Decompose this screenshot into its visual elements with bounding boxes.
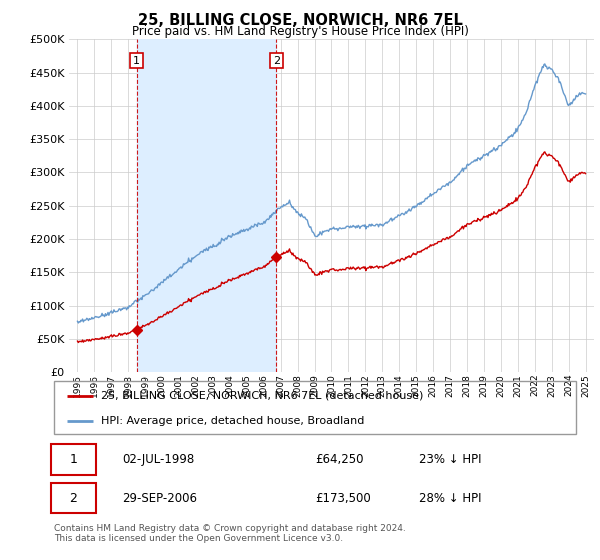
Text: 2: 2 — [273, 55, 280, 66]
Text: HPI: Average price, detached house, Broadland: HPI: Average price, detached house, Broa… — [101, 416, 364, 426]
Text: Contains HM Land Registry data © Crown copyright and database right 2024.
This d: Contains HM Land Registry data © Crown c… — [54, 524, 406, 543]
FancyBboxPatch shape — [52, 445, 96, 475]
Text: Price paid vs. HM Land Registry's House Price Index (HPI): Price paid vs. HM Land Registry's House … — [131, 25, 469, 38]
Text: 25, BILLING CLOSE, NORWICH, NR6 7EL: 25, BILLING CLOSE, NORWICH, NR6 7EL — [137, 13, 463, 29]
Text: £173,500: £173,500 — [315, 492, 371, 505]
Text: 02-JUL-1998: 02-JUL-1998 — [122, 454, 194, 466]
Bar — [137, 39, 277, 372]
Text: 29-SEP-2006: 29-SEP-2006 — [122, 492, 197, 505]
Text: 23% ↓ HPI: 23% ↓ HPI — [419, 454, 482, 466]
Text: £64,250: £64,250 — [315, 454, 364, 466]
Text: 1: 1 — [133, 55, 140, 66]
Text: 1: 1 — [70, 454, 77, 466]
Text: 28% ↓ HPI: 28% ↓ HPI — [419, 492, 482, 505]
Text: 2: 2 — [70, 492, 77, 505]
FancyBboxPatch shape — [52, 483, 96, 514]
Text: 25, BILLING CLOSE, NORWICH, NR6 7EL (detached house): 25, BILLING CLOSE, NORWICH, NR6 7EL (det… — [101, 391, 424, 401]
